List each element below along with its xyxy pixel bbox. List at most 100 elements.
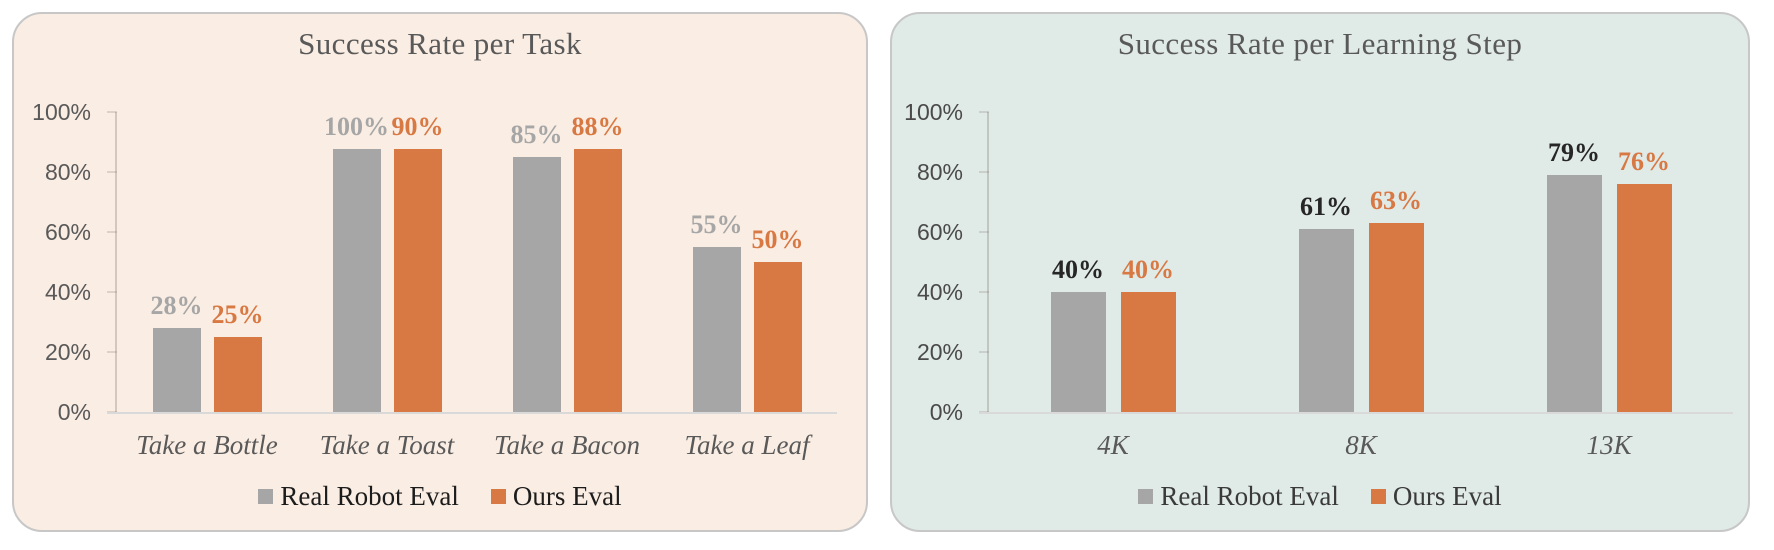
bar-value-label: 100% [324,112,389,141]
y-axis-label: 100% [904,99,963,125]
y-axis-label: 40% [916,279,963,305]
x-axis-labels: 4K 8K 13K [989,430,1733,461]
bar [753,262,802,412]
y-axis-label: 40% [44,279,91,305]
y-axis-label: 60% [916,219,963,245]
legend-label: Real Robot Eval [1160,481,1339,511]
x-category-label: Take a Bacon [494,430,640,460]
bar-groups: 28% 25% 100% 90% 85% 88% 55% 50% [117,112,837,412]
bar [1616,184,1672,412]
bar-value-label: 85% [510,120,563,149]
bar-value-label: 79% [1548,138,1600,167]
bar [512,157,561,412]
y-tick-mark [107,231,117,233]
y-axis-label: 60% [44,219,91,245]
y-tick-mark [107,111,117,113]
bar-column: 25% [211,112,264,412]
y-axis-label: 80% [916,159,963,185]
legend-swatch [490,488,506,504]
x-category-label: 13K [1586,430,1632,460]
bar-value-label: 28% [150,291,203,320]
x-category-label: Take a Leaf [684,430,810,460]
legend-swatch [258,488,274,504]
chart-title: Success Rate per Learning Step [1117,26,1523,61]
y-tick-mark [979,291,989,293]
legend-item: Real Robot Eval [1138,480,1339,512]
bar-value-label: 50% [751,225,804,254]
bar [1368,223,1424,412]
bar-value-label: 90% [391,112,444,141]
y-tick-mark [979,231,989,233]
x-axis-line [979,412,1733,414]
legend-item: Real Robot Eval [258,480,459,512]
y-axis-label: 0% [57,399,91,425]
bar-value-label: 88% [571,112,624,141]
bar-groups: 40% 40% 61% 63% 79% 76% [989,112,1733,412]
bar-column: 88% [571,112,624,412]
y-axis-label: 0% [929,399,963,425]
bar-value-label: 61% [1300,192,1352,221]
x-category-label: 4K [1097,430,1129,460]
bar-value-label: 76% [1618,147,1670,176]
bar-column: 63% [1368,112,1424,412]
bar [573,149,622,412]
x-axis-line [107,412,837,414]
bar-column: 85% [510,112,563,412]
bar-column: 40% [1050,112,1106,412]
y-axis-label: 20% [916,339,963,365]
bar-value-label: 40% [1052,255,1104,284]
y-axis-line [987,112,989,412]
y-axis-label: 80% [44,159,91,185]
bar-column: 100% [324,112,389,412]
y-axis-label: 100% [32,99,91,125]
bar [332,149,381,412]
x-axis-labels: Take a Bottle Take a Toast Take a Bacon Tak… [117,430,837,461]
bar-group: 28% 25% [150,112,264,412]
y-tick-mark [107,171,117,173]
bar-column: 55% [690,112,743,412]
y-tick-mark [979,351,989,353]
bar-group: 79% 76% [1546,112,1672,412]
x-category-label: Take a Toast [319,430,455,460]
legend-label: Ours Eval [1392,481,1502,511]
legend-label: Ours Eval [512,481,622,511]
y-axis-line [115,112,117,412]
bar [213,337,262,412]
bar [1050,292,1106,412]
y-tick-mark [979,171,989,173]
learning-step-chart-panel: Success Rate per Learning Step 100% 80% 60… [890,12,1750,532]
bar [1298,229,1354,412]
bar-column: 61% [1298,112,1354,412]
bar-column: 40% [1120,112,1176,412]
bar-column: 76% [1616,112,1672,412]
bar-group: 40% 40% [1050,112,1176,412]
legend-swatch [1370,488,1386,504]
y-tick-mark [107,291,117,293]
legend: Real Robot Eval Ours Eval [14,480,866,512]
bar [1546,175,1602,412]
legend-item: Ours Eval [490,480,622,512]
legend-swatch [1138,488,1154,504]
bar-column: 28% [150,112,203,412]
bar-value-label: 40% [1122,255,1174,284]
bar-group: 55% 50% [690,112,804,412]
bar-value-label: 25% [211,300,264,329]
bar [1120,292,1176,412]
bar-column: 50% [751,112,804,412]
bar-value-label: 63% [1370,186,1422,215]
bar-group: 85% 88% [510,112,624,412]
legend: Real Robot Eval Ours Eval [892,480,1748,512]
bar-group: 61% 63% [1298,112,1424,412]
x-category-label: Take a Bottle [136,430,278,460]
plot-area: 28% 25% 100% 90% 85% 88% 55% 50% [107,112,837,414]
bar [692,247,741,412]
legend-item: Ours Eval [1370,480,1502,512]
bar [152,328,201,412]
legend-label: Real Robot Eval [280,481,459,511]
x-category-label: 8K [1345,430,1377,460]
task-success-chart-panel: Success Rate per Task 100% 80% 60% 40% 20% 0%… [12,12,868,532]
bar-value-label: 55% [690,210,743,239]
bar-column: 79% [1546,112,1602,412]
bar-group: 100% 90% [324,112,444,412]
